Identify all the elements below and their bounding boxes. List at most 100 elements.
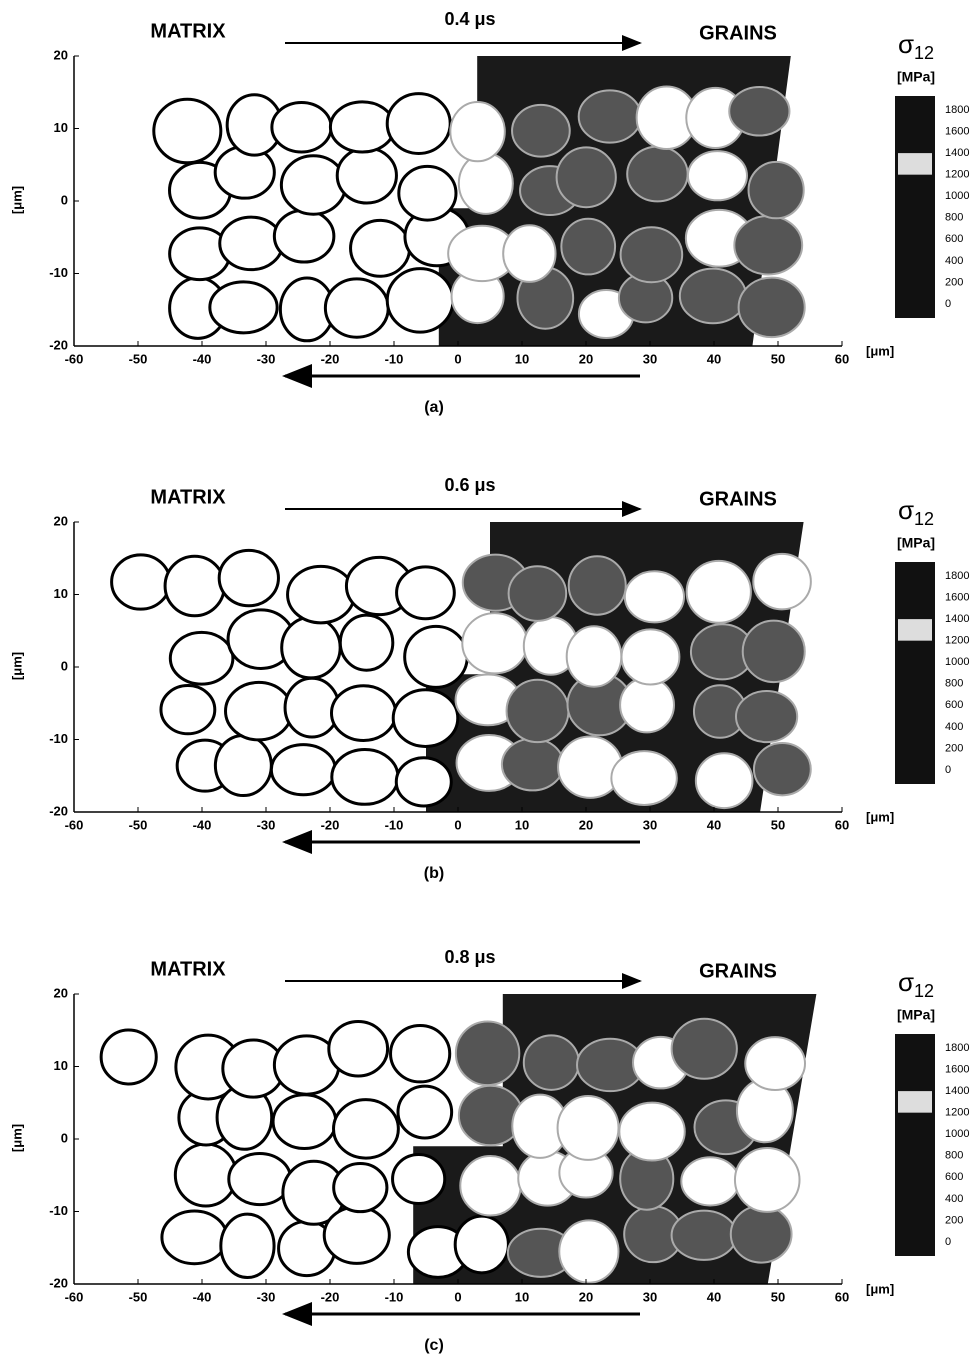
x-tick-label: 50 — [771, 1289, 785, 1304]
x-tick-label: -20 — [321, 1289, 340, 1304]
grain-cell — [623, 570, 686, 624]
grain-cell — [555, 146, 617, 209]
x-tick-label: -60 — [65, 351, 84, 366]
colorbar-tick-label: 1800 — [945, 570, 969, 582]
matrix-cell — [279, 154, 348, 216]
colorbar-tick-label: 1400 — [945, 1085, 969, 1097]
x-tick-label: -30 — [257, 817, 276, 832]
colorbar-band — [898, 153, 932, 175]
time-label: 0.4 μs — [444, 9, 495, 29]
colorbar-tick-label: 800 — [945, 678, 963, 690]
matrix-label: MATRIX — [150, 958, 226, 980]
panel: -60 -50 -40 -30 -20 -10 0 10 20 30 40 50 60 20 10 0 -10 -… — [9, 9, 969, 416]
x-tick-label: 30 — [643, 1289, 657, 1304]
matrix-cell — [110, 553, 172, 611]
x-tick-label: -50 — [129, 351, 148, 366]
matrix-cell — [163, 554, 226, 618]
matrix-cell — [385, 92, 452, 155]
sigma: σ — [898, 495, 914, 525]
grain-cell — [556, 1094, 620, 1161]
colorbar-tick-label: 0 — [945, 764, 951, 776]
colorbar-tick-label: 800 — [945, 1150, 963, 1162]
grain-cell — [680, 1156, 741, 1207]
y-tick-label: 20 — [54, 47, 68, 62]
grains-label: GRAINS — [699, 960, 777, 982]
matrix-cell — [394, 756, 453, 808]
y-tick-label: 20 — [54, 985, 68, 1000]
x-tick-label: 40 — [707, 351, 721, 366]
colorbar-tick-label: 600 — [945, 1171, 963, 1183]
matrix-cell — [335, 146, 398, 205]
matrix-cell — [332, 1098, 400, 1160]
y-tick-label: -20 — [49, 1275, 68, 1290]
x-tick-label: 10 — [515, 351, 529, 366]
colorbar-tick-label: 1800 — [945, 1042, 969, 1054]
grain-cell — [686, 150, 748, 202]
colorbar-tick-label: 1000 — [945, 190, 969, 202]
x-tick-label: 0 — [454, 1289, 461, 1304]
matrix-cell — [286, 564, 356, 625]
grain-cell — [737, 276, 806, 339]
colorbar-tick-label: 400 — [945, 255, 963, 267]
y-tick-label: 20 — [54, 513, 68, 528]
matrix-cell — [270, 101, 333, 154]
grain-cell — [522, 1034, 580, 1091]
matrix-cell — [396, 1084, 454, 1140]
matrix-cell — [391, 1153, 447, 1205]
x-tick-label: 60 — [835, 817, 849, 832]
colorbar-title: σ12 — [898, 967, 934, 1001]
grain-cell — [744, 1036, 807, 1091]
matrix-cell — [330, 748, 400, 806]
time-label: 0.8 μs — [444, 947, 495, 967]
matrix-cell — [159, 684, 217, 736]
y-axis-label: [μm] — [9, 186, 24, 214]
matrix-cell — [227, 1151, 293, 1207]
x-tick-label: -40 — [193, 817, 212, 832]
colorbar-tick-label: 600 — [945, 699, 963, 711]
matrix-cell — [208, 280, 279, 335]
x-tick-label: 40 — [707, 1289, 721, 1304]
matrix-cell — [272, 208, 336, 264]
grain-cell — [449, 100, 506, 163]
matrix-cell — [160, 1209, 229, 1266]
grain-cell — [619, 226, 684, 284]
colorbar-tick-label: 1600 — [945, 125, 969, 137]
matrix-cell — [391, 688, 460, 748]
x-tick-label: -20 — [321, 817, 340, 832]
colorbar — [895, 96, 935, 318]
grain-cell — [752, 742, 812, 797]
grain-cell — [511, 103, 571, 158]
y-tick-label: 10 — [54, 586, 68, 601]
x-tick-label: -40 — [193, 351, 212, 366]
matrix-cell — [327, 1020, 390, 1078]
x-tick-label: 20 — [579, 1289, 593, 1304]
matrix-cell — [395, 565, 456, 621]
colorbar-tick-label: 1200 — [945, 1107, 969, 1119]
y-axis-label: [μm] — [9, 652, 24, 680]
x-tick-label: 50 — [771, 351, 785, 366]
grain-cell — [728, 85, 791, 137]
grain-cell — [734, 689, 799, 744]
y-tick-label: -20 — [49, 803, 68, 818]
x-axis-unit: [μm] — [866, 809, 894, 824]
grain-cell — [694, 752, 754, 810]
y-tick-label: 0 — [61, 192, 68, 207]
colorbar-tick-label: 600 — [945, 233, 963, 245]
colorbar-tick-label: 1200 — [945, 635, 969, 647]
matrix-cell — [280, 615, 342, 680]
colorbar-tick-label: 1800 — [945, 104, 969, 116]
x-tick-label: 10 — [515, 1289, 529, 1304]
x-axis-unit: [μm] — [866, 1281, 894, 1296]
colorbar-tick-label: 1400 — [945, 147, 969, 159]
grain-cell — [565, 625, 623, 688]
grain-cell — [500, 737, 565, 792]
matrix-cell — [168, 630, 235, 686]
x-tick-label: 60 — [835, 1289, 849, 1304]
colorbar-title: σ12 — [898, 495, 934, 529]
time-label: 0.6 μs — [444, 475, 495, 495]
colorbar-tick-label: 1400 — [945, 613, 969, 625]
x-tick-label: -50 — [129, 1289, 148, 1304]
y-tick-label: -20 — [49, 337, 68, 352]
